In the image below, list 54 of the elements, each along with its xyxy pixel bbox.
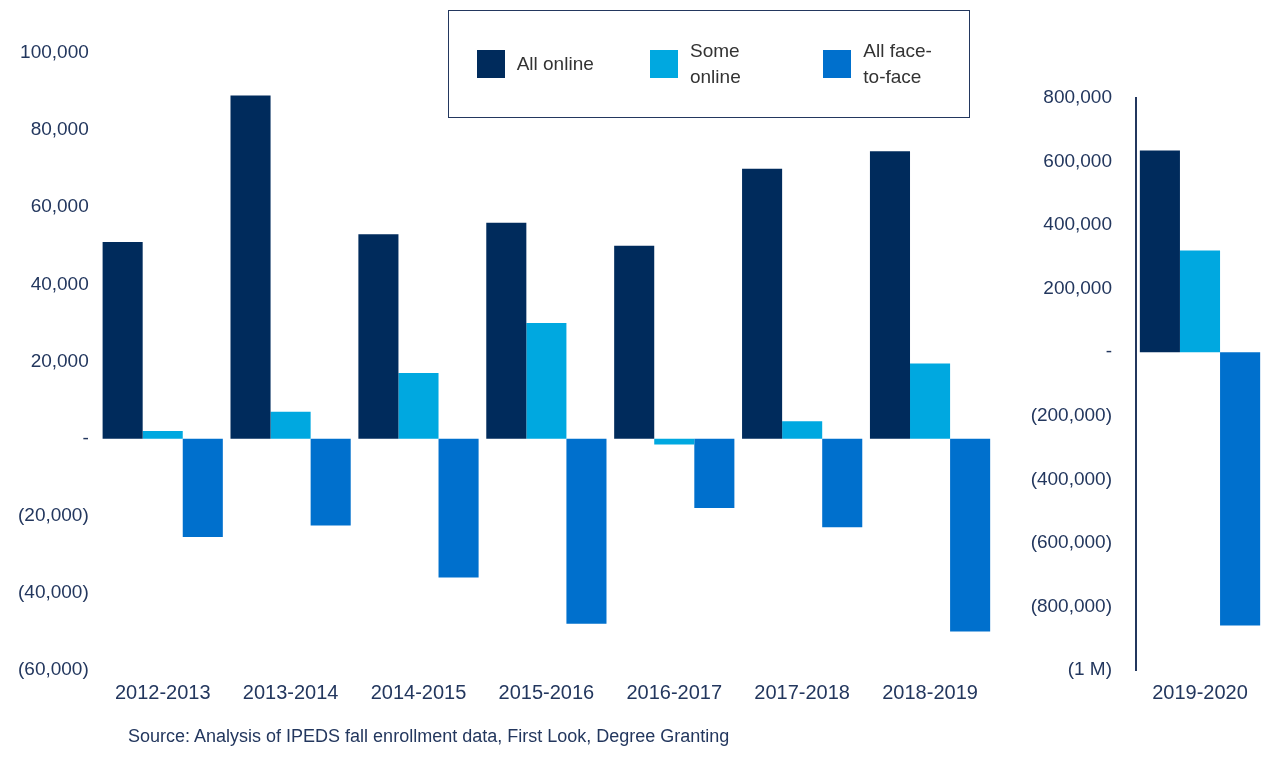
bar (142, 430, 183, 439)
y-tick-label: (800,000) (1030, 594, 1112, 616)
y-tick-label: (60,000) (17, 658, 89, 680)
bar (102, 241, 143, 439)
y-tick-label: (40,000) (17, 581, 89, 603)
x-tick-label: 2019-2020 (1152, 680, 1248, 703)
y-tick-label: (600,000) (1030, 531, 1112, 553)
bar (869, 151, 911, 439)
bar (526, 322, 567, 439)
legend-label: Some online (689, 39, 742, 89)
bar (398, 373, 439, 439)
bar (310, 438, 351, 526)
y-tick-label: 400,000 (1043, 213, 1112, 235)
bar (270, 411, 311, 439)
bar (438, 438, 479, 578)
y-tick-label: 40,000 (30, 272, 89, 294)
source-note: Source: Analysis of IPEDS fall enrollment data, First Look, Degree Granting (128, 726, 730, 747)
bar (614, 245, 655, 439)
x-tick-label: 2015-2016 (498, 680, 595, 703)
y-tick-label: 20,000 (30, 349, 89, 371)
bar (1139, 150, 1180, 353)
bar (1220, 352, 1261, 626)
bar (358, 234, 399, 439)
bar (742, 168, 783, 439)
bar (1179, 250, 1221, 353)
bar (694, 438, 735, 509)
y-tick-label: 600,000 (1043, 149, 1112, 171)
bar (182, 438, 223, 537)
y-tick-label: 800,000 (1043, 86, 1112, 108)
x-tick-label: 2014-2015 (370, 680, 467, 703)
y-tick-label: 80,000 (30, 118, 89, 140)
x-tick-label: 2013-2014 (242, 680, 339, 703)
x-tick-label: 2016-2017 (626, 680, 723, 703)
bar (566, 438, 607, 624)
x-tick-label: 2012-2013 (114, 680, 211, 703)
bar (230, 95, 271, 439)
bar (486, 222, 527, 439)
y-tick-label: (1 M) (1067, 658, 1112, 680)
legend-label: All face-to-face (863, 39, 933, 89)
y-tick-label: (400,000) (1030, 467, 1112, 489)
bar (822, 438, 863, 528)
bar (950, 438, 991, 632)
y-tick-label: 100,000 (20, 41, 89, 63)
y-tick-label: (200,000) (1030, 404, 1112, 426)
bar (782, 421, 823, 439)
legend-label: All online (516, 52, 595, 76)
x-tick-label: 2017-2018 (754, 680, 850, 703)
bar (910, 363, 951, 439)
x-tick-label: 2018-2019 (882, 680, 978, 703)
y-tick-label: (20,000) (17, 503, 89, 525)
y-tick-label: 200,000 (1043, 276, 1112, 298)
y-tick-label: - (1105, 340, 1112, 362)
y-tick-label: 60,000 (30, 195, 89, 217)
y-tick-label: - (82, 426, 89, 448)
